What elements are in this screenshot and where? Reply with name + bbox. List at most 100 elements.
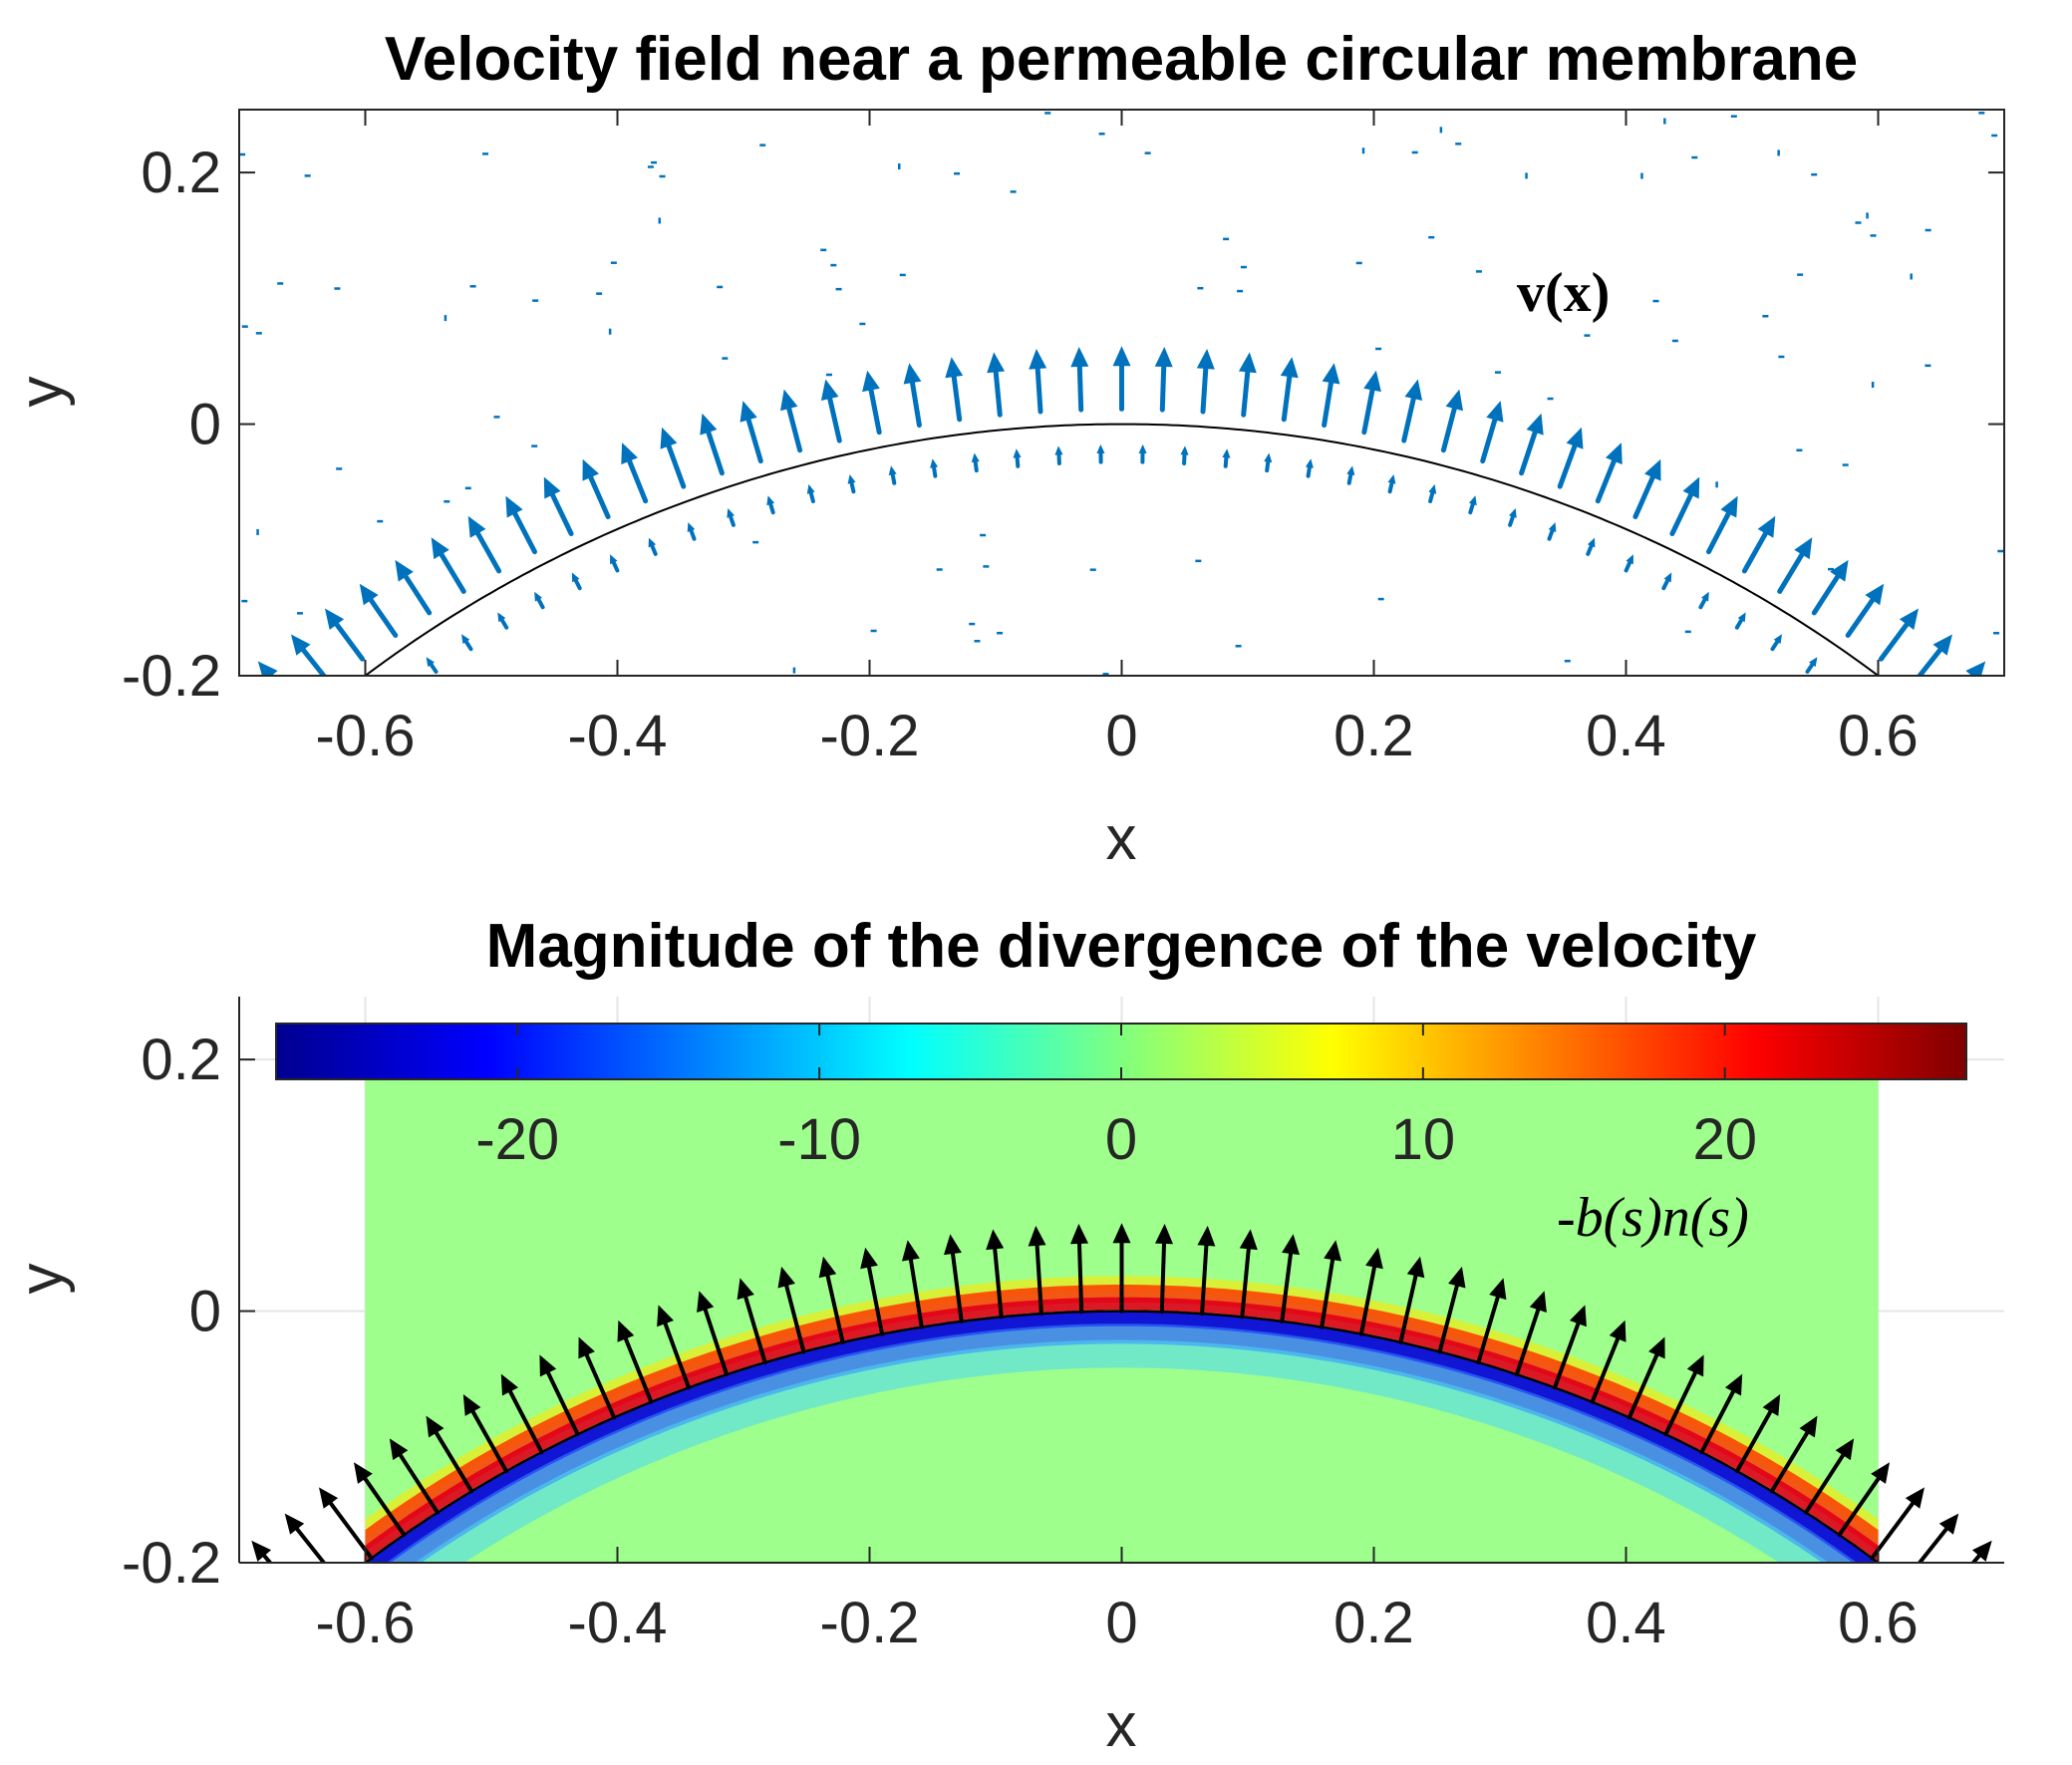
velocity-arrow <box>660 427 687 489</box>
inner-arrow <box>766 495 775 515</box>
heatmap-band <box>415 1339 1829 1563</box>
inner-arrow <box>1770 634 1782 652</box>
normal-arrow <box>818 1256 845 1344</box>
normal-arrow <box>1590 1320 1627 1404</box>
x-tick-label: 0 <box>1105 1591 1137 1655</box>
heatmap-band <box>365 1311 1879 1563</box>
velocity-arrow <box>1777 537 1813 594</box>
normal-arrow <box>1965 1569 2024 1634</box>
normal-arrow <box>1970 1540 1992 1563</box>
normal-arrow <box>426 1415 474 1494</box>
normal-arrow <box>1197 1225 1216 1317</box>
colorbar-tick-label: -20 <box>475 1107 559 1172</box>
heatmap-band <box>386 1324 1858 1563</box>
velocity-arrow <box>1401 379 1423 443</box>
inner-arrow <box>1842 682 1853 696</box>
velocity-arrow <box>1741 515 1776 574</box>
inner-arrow <box>1305 458 1314 478</box>
velocity-arrow <box>1480 401 1504 464</box>
velocity-arrow <box>1557 427 1584 489</box>
colorbar-tick-label: 20 <box>1692 1107 1757 1172</box>
inner-arrow <box>571 572 582 591</box>
chart-divergence-magnitude: Magnitude of the divergence of the veloc… <box>7 912 2024 1760</box>
chart-2-ticks <box>239 1058 1880 1564</box>
velocity-arrow <box>582 458 611 519</box>
normal-arrow <box>1514 1291 1547 1377</box>
normal-arrow <box>1769 1415 1818 1494</box>
velocity-arrow <box>1669 476 1700 536</box>
velocity-arrow <box>1632 458 1661 519</box>
colorbar-tick-label: 0 <box>1105 1107 1137 1172</box>
velocity-arrow <box>543 476 574 536</box>
colorbar-tick-label: -10 <box>777 1107 861 1172</box>
inner-arrow <box>1734 612 1746 630</box>
velocity-arrow <box>1154 347 1173 413</box>
y-tick-label: -0.2 <box>122 644 221 709</box>
inner-arrow <box>426 657 439 674</box>
velocity-arrow <box>903 363 922 429</box>
normal-arrow <box>1663 1354 1704 1437</box>
normal-arrow <box>1699 1373 1743 1455</box>
normal-arrow <box>860 1247 885 1336</box>
velocity-arrow <box>1916 634 1952 676</box>
normal-arrow <box>354 1462 407 1537</box>
chart-velocity-field: Velocity field near a permeable circular… <box>7 25 2017 873</box>
x-tick-label: 0.4 <box>1586 704 1666 768</box>
inner-arrow <box>1138 443 1147 464</box>
normal-arrow <box>1320 1240 1341 1329</box>
x-tick-label: -0.2 <box>820 1591 920 1655</box>
velocity-arrow <box>780 389 803 453</box>
normal-arrow <box>219 1569 278 1634</box>
inner-arrow <box>687 522 697 541</box>
normal-arrow <box>284 1513 327 1563</box>
x-tick-label: 0.6 <box>1838 704 1919 768</box>
y-tick-label: 0 <box>189 1280 221 1344</box>
velocity-arrow <box>1595 442 1623 504</box>
colorbar-ticks <box>516 1024 1726 1079</box>
normal-arrow <box>902 1240 924 1329</box>
chart-1-membrane-line <box>364 423 1880 676</box>
y-tick-label: 0 <box>189 393 221 457</box>
normal-arrow <box>1155 1223 1173 1315</box>
inner-arrow <box>888 465 897 485</box>
x-tick-label: -0.6 <box>316 1591 416 1655</box>
normal-arrow <box>657 1305 691 1390</box>
normal-arrow <box>944 1234 964 1324</box>
normal-arrow <box>462 1394 508 1474</box>
velocity-arrow <box>1238 352 1257 418</box>
x-tick-label: 0 <box>1105 704 1137 768</box>
inner-arrow <box>610 554 620 573</box>
inner-arrow <box>1698 591 1709 610</box>
velocity-arrow <box>945 357 964 423</box>
velocity-arrow <box>226 690 268 736</box>
inner-arrow <box>806 483 815 503</box>
y-tick-label: 0.2 <box>141 1028 221 1092</box>
velocity-arrow <box>1519 413 1544 476</box>
chart-2-annotation: -b(s)n(s) <box>1557 1187 1749 1249</box>
normal-arrow <box>1735 1394 1781 1474</box>
normal-arrow <box>777 1266 806 1354</box>
normal-arrow <box>1028 1225 1046 1317</box>
velocity-arrow <box>1975 690 2017 736</box>
chart-1-background-arrows <box>239 112 2004 676</box>
inner-arrow <box>1468 495 1477 515</box>
velocity-arrow <box>1112 346 1131 412</box>
velocity-arrow <box>1322 363 1340 429</box>
chart-1-title: Velocity field near a permeable circular… <box>385 25 1858 94</box>
velocity-arrow <box>621 442 649 504</box>
inner-arrow <box>1013 448 1022 468</box>
velocity-arrow <box>1070 347 1089 413</box>
normal-arrow <box>986 1229 1005 1320</box>
y-tick-label: -0.2 <box>122 1531 221 1596</box>
inner-arrow <box>1054 445 1063 465</box>
chart-2-x-label: x <box>1106 1691 1137 1760</box>
normal-arrow <box>1070 1223 1088 1315</box>
x-tick-label: -0.4 <box>568 704 668 768</box>
chart-1-inner-arrows <box>426 443 1853 696</box>
chart-1-velocity-arrows <box>226 346 2017 736</box>
inner-arrow <box>1508 508 1517 527</box>
x-tick-label: -0.6 <box>316 704 416 768</box>
inner-arrow <box>1387 474 1396 494</box>
chart-1-y-label: y <box>7 377 76 408</box>
